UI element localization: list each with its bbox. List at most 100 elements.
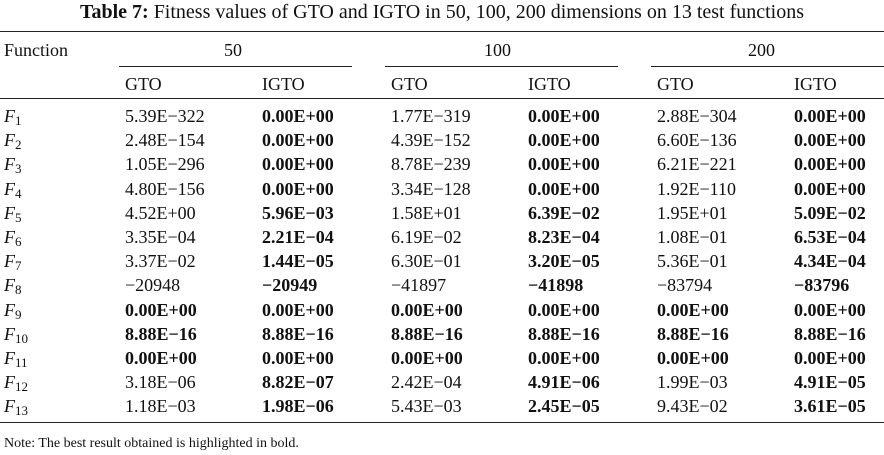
value-cell: 1.58E+01 [391,203,462,223]
header-algorithm: IGTO [794,74,837,94]
value-cell: 0.00E+00 [262,348,334,368]
function-symbol: F [4,179,15,199]
value-cell: 0.00E+00 [125,300,197,320]
function-name: F1 [4,106,22,128]
value-cell: 5.43E−03 [391,396,462,416]
value-cell: 0.00E+00 [262,154,334,174]
function-name: F5 [4,203,22,225]
function-index: 12 [15,379,28,394]
value-cell: 6.53E−04 [794,227,866,247]
function-symbol: F [4,251,15,271]
value-cell: 0.00E+00 [794,106,866,126]
value-cell: 6.19E−02 [391,227,462,247]
function-name: F7 [4,251,22,273]
header-rule [0,98,884,99]
group-rule-100 [385,66,618,67]
value-cell: 0.00E+00 [657,300,729,320]
value-cell: 5.36E−01 [657,251,728,271]
header-algorithm: GTO [657,74,694,94]
value-cell: 1.08E−01 [657,227,728,247]
function-symbol: F [4,348,15,368]
function-symbol: F [4,275,15,295]
value-cell: 1.77E−319 [391,106,471,126]
value-cell: 0.00E+00 [794,348,866,368]
function-symbol: F [4,372,15,392]
value-cell: 3.20E−05 [528,251,600,271]
function-index: 13 [15,403,28,418]
function-index: 5 [15,210,22,225]
value-cell: 6.21E−221 [657,154,737,174]
value-cell: 1.05E−296 [125,154,205,174]
table-note: Note: The best result obtained is highli… [4,436,299,451]
value-cell: 6.30E−01 [391,251,462,271]
value-cell: 0.00E+00 [391,348,463,368]
value-cell: 1.95E+01 [657,203,728,223]
value-cell: 8.88E−16 [528,324,600,344]
value-cell: −41897 [391,275,447,295]
function-index: 7 [15,258,22,273]
function-name: F3 [4,154,22,175]
function-index: 8 [15,282,22,297]
value-cell: 0.00E+00 [528,154,600,174]
function-index: 11 [15,355,28,370]
value-cell: 3.37E−02 [125,251,196,271]
function-index: 4 [15,186,22,201]
value-cell: 3.34E−128 [391,179,471,199]
value-cell: 1.44E−05 [262,251,334,271]
value-cell: −83796 [794,275,850,295]
function-name: F4 [4,179,22,201]
function-name: F10 [4,324,28,345]
value-cell: 8.88E−16 [657,324,729,344]
header-function: Function [4,40,69,60]
header-algorithm: IGTO [262,74,305,94]
table-caption: Table 7: Fitness values of GTO and IGTO … [0,0,884,24]
value-cell: 8.88E−16 [391,324,463,344]
value-cell: 8.88E−16 [794,324,866,344]
header-dim-100: 100 [484,40,511,60]
value-cell: −41898 [528,275,584,295]
table-caption-text: Fitness values of GTO and IGTO in 50, 10… [153,1,805,23]
function-symbol: F [4,130,15,150]
value-cell: 4.39E−152 [391,130,471,150]
value-cell: 8.88E−16 [262,324,334,344]
function-index: 1 [15,113,22,128]
value-cell: 5.09E−02 [794,203,866,223]
function-name: F8 [4,275,22,297]
function-symbol: F [4,300,15,320]
function-symbol: F [4,203,15,223]
value-cell: −20948 [125,275,181,295]
value-cell: 1.18E−03 [125,396,196,416]
value-cell: 8.23E−04 [528,227,600,247]
value-cell: 2.42E−04 [391,372,462,392]
value-cell: 1.98E−06 [262,396,334,416]
value-cell: 8.82E−07 [262,372,334,392]
value-cell: 0.00E+00 [528,348,600,368]
value-cell: 0.00E+00 [794,300,866,320]
value-cell: 3.35E−04 [125,227,196,247]
function-index: 6 [15,234,22,249]
function-name: F2 [4,130,22,151]
function-name: F9 [4,300,22,322]
value-cell: 0.00E+00 [794,179,866,199]
value-cell: 2.88E−304 [657,106,737,126]
value-cell: 0.00E+00 [262,106,334,126]
value-cell: 0.00E+00 [262,300,334,320]
value-cell: 0.00E+00 [794,130,866,150]
value-cell: 0.00E+00 [528,130,600,150]
group-rule-200 [651,66,884,67]
header-dim-50: 50 [224,40,242,60]
value-cell: 0.00E+00 [125,348,197,368]
function-index: 9 [15,307,22,322]
value-cell: 0.00E+00 [391,300,463,320]
value-cell: 0.00E+00 [794,154,866,174]
header-algorithm: GTO [125,74,162,94]
value-cell: 0.00E+00 [657,348,729,368]
value-cell: 4.91E−06 [528,372,600,392]
value-cell: 2.48E−154 [125,130,205,150]
function-symbol: F [4,324,15,344]
value-cell: 5.39E−322 [125,106,205,126]
header-dim-200: 200 [748,40,775,60]
bottom-rule [0,422,884,423]
table-caption-label: Table 7: [79,1,149,23]
function-symbol: F [4,396,15,416]
